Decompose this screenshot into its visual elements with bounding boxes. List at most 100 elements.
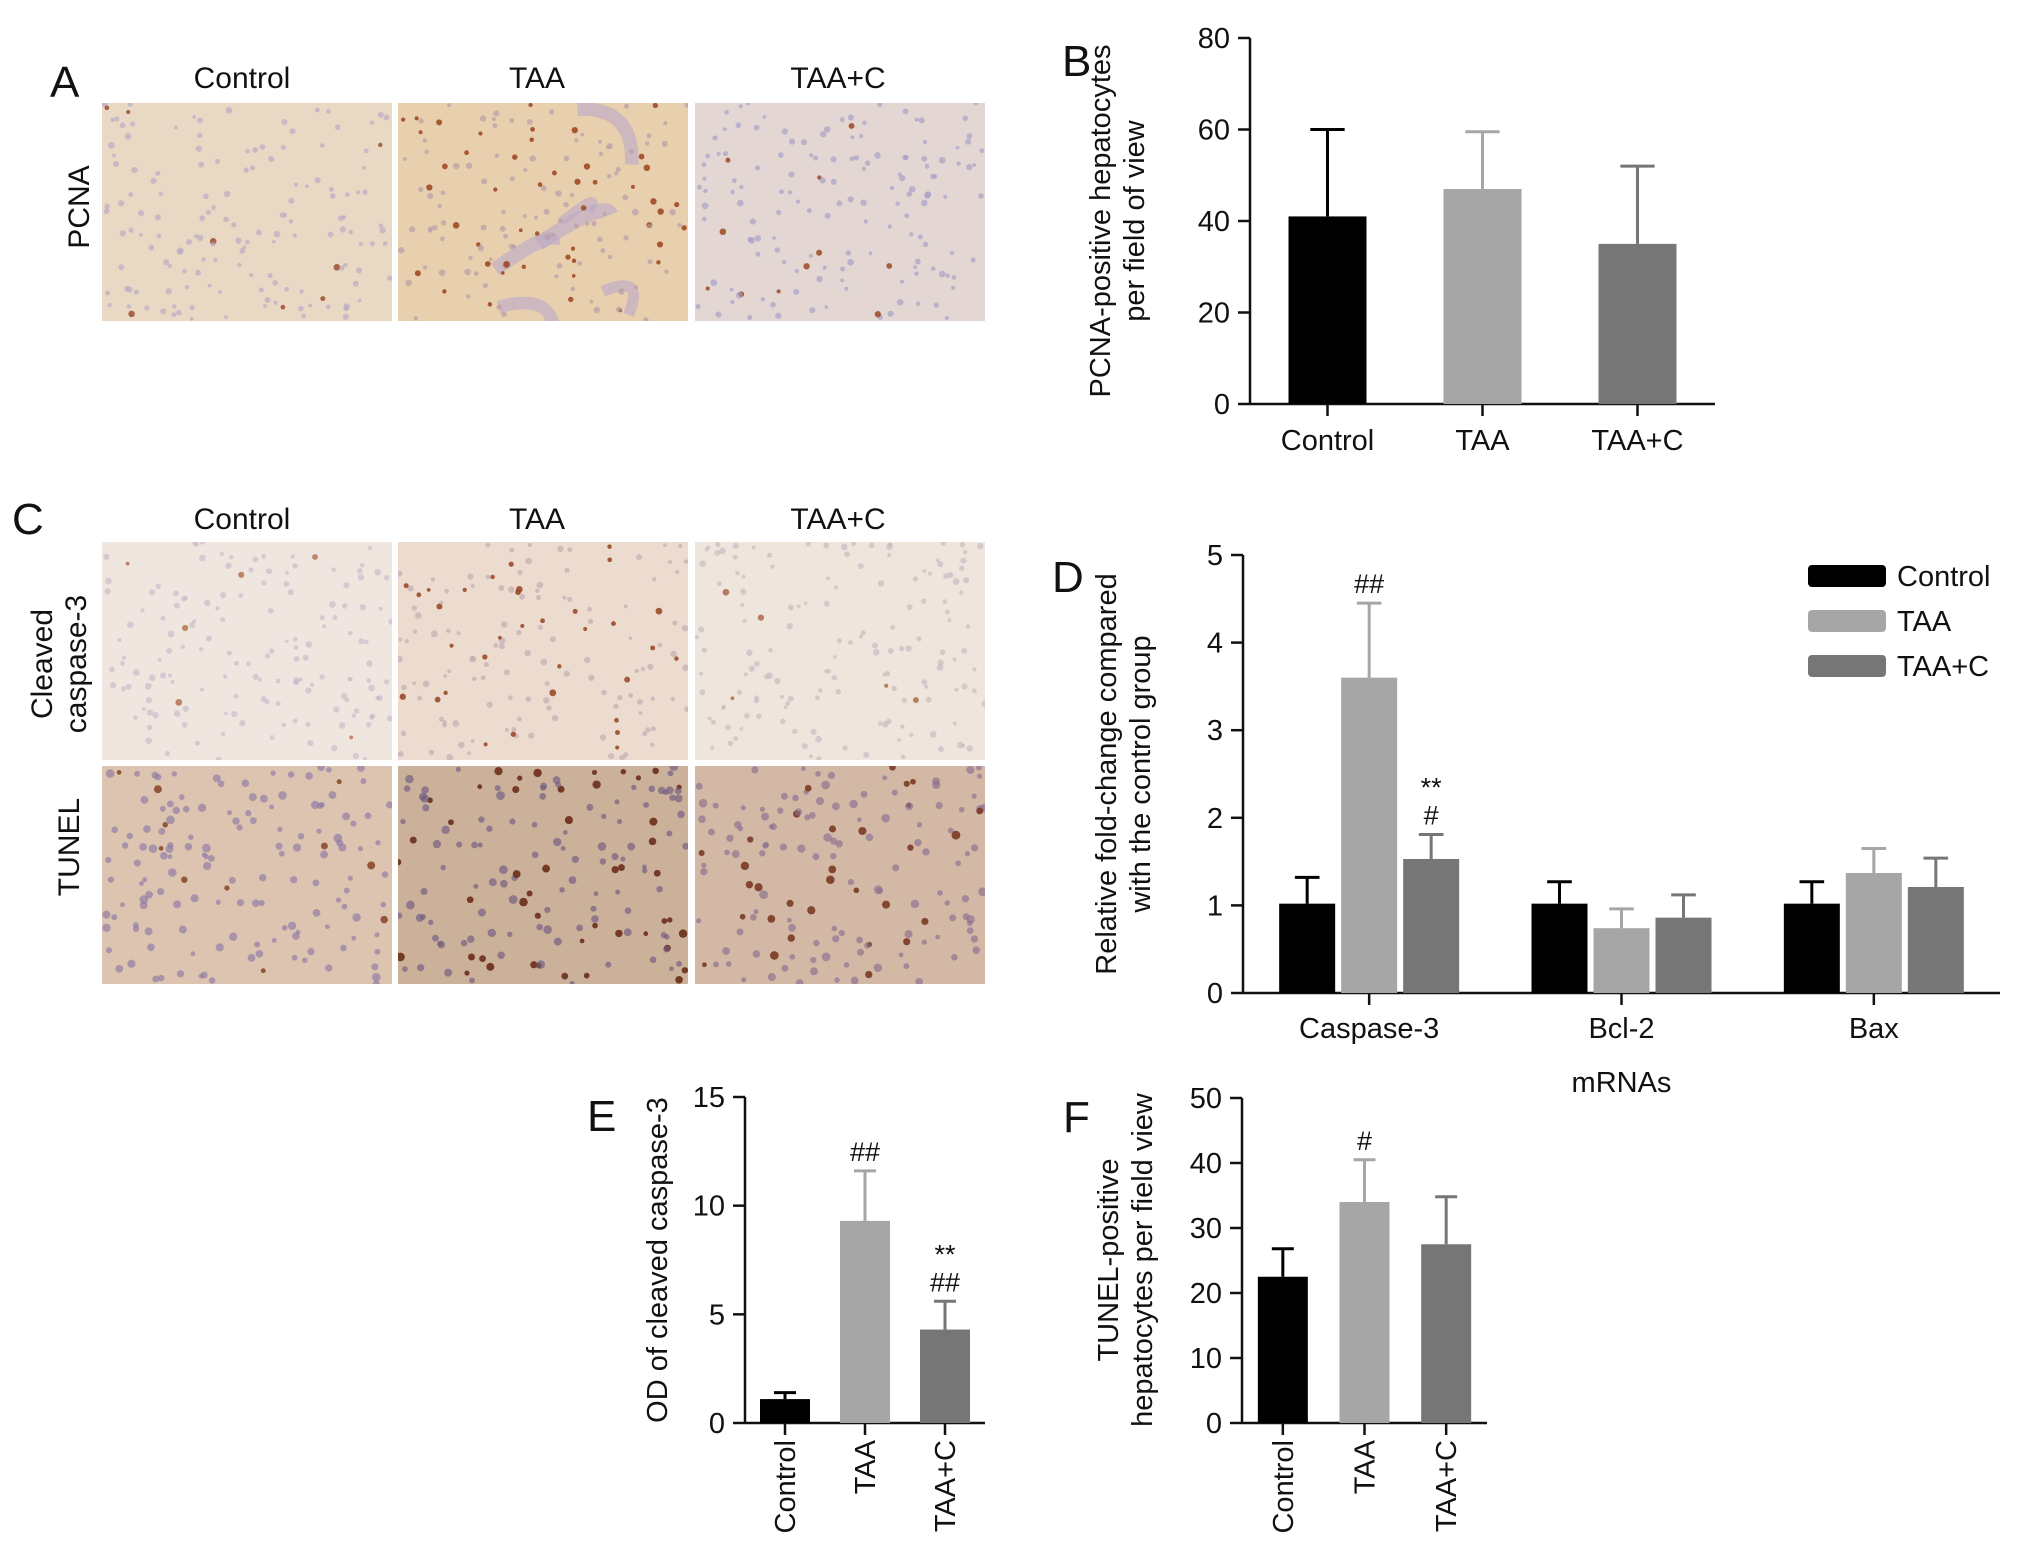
tissue-nucleus	[561, 972, 569, 980]
tissue-nucleus	[725, 157, 731, 163]
tissue-nucleus	[740, 805, 746, 811]
tissue-nucleus	[899, 279, 904, 284]
tissue-nucleus	[607, 544, 612, 549]
tissue-nucleus	[526, 890, 533, 897]
tissue-nucleus	[156, 233, 162, 239]
tissue-nucleus	[922, 569, 927, 573]
tissue-nucleus	[591, 220, 597, 227]
tissue-nucleus	[899, 646, 905, 652]
tissue-nucleus	[598, 151, 604, 157]
y-axis-label-line: PCNA-positive hepatocytes	[1085, 45, 1117, 398]
tissue-nucleus	[496, 791, 505, 800]
tissue-nucleus	[366, 660, 373, 667]
tissue-nucleus	[171, 312, 177, 318]
tissue-nucleus	[119, 230, 126, 237]
tissue-nucleus	[788, 604, 794, 611]
tissue-nucleus	[815, 771, 821, 777]
tissue-nucleus	[938, 746, 945, 753]
tissue-nucleus	[339, 265, 345, 271]
tissue-nucleus	[809, 307, 816, 314]
bar	[1339, 1202, 1390, 1423]
bar	[1655, 917, 1712, 993]
tissue-nucleus	[212, 774, 221, 783]
tissue-nucleus	[681, 967, 688, 974]
tissue-nucleus	[375, 840, 381, 846]
tissue-background	[102, 103, 392, 321]
tissue-nucleus	[215, 943, 224, 952]
tissue-nucleus	[107, 141, 115, 149]
tissue-nucleus	[840, 266, 846, 272]
tissue-nucleus	[859, 134, 864, 139]
tissue-nucleus	[815, 797, 824, 806]
tissue-nucleus	[447, 669, 452, 674]
tissue-nucleus	[542, 864, 550, 873]
tissue-nucleus	[828, 865, 837, 874]
tissue-nucleus	[344, 697, 350, 703]
tissue-nucleus	[891, 789, 898, 796]
tissue-nucleus	[933, 302, 939, 308]
legend-label: Control	[1897, 561, 1991, 593]
tissue-nucleus	[503, 233, 509, 239]
tissue-nucleus	[762, 115, 767, 119]
tissue-nucleus	[605, 961, 612, 968]
y-tick-label: 1	[1207, 890, 1223, 922]
tissue-nucleus	[305, 184, 309, 189]
tissue-nucleus	[499, 225, 506, 232]
tissue-nucleus	[785, 701, 791, 706]
panel-letter-d: D	[1052, 553, 1084, 602]
tissue-nucleus	[215, 756, 222, 760]
tissue-nucleus	[511, 244, 516, 249]
tissue-nucleus	[712, 802, 719, 809]
tissue-nucleus	[235, 237, 242, 244]
tissue-nucleus	[287, 771, 295, 778]
tissue-nucleus	[832, 655, 837, 659]
tissue-nucleus	[444, 588, 449, 594]
tissue-nucleus	[650, 742, 655, 747]
tissue-nucleus	[249, 817, 257, 825]
y-tick-label: 20	[1198, 298, 1230, 330]
tissue-nucleus	[353, 708, 360, 714]
tissue-nucleus	[343, 305, 349, 312]
tissue-nucleus	[517, 775, 523, 781]
tissue-nucleus	[849, 799, 858, 809]
bar	[760, 1399, 810, 1423]
tissue-nucleus	[592, 922, 598, 929]
tissue-nucleus	[571, 855, 579, 864]
tissue-nucleus	[157, 657, 162, 662]
tissue-nucleus	[861, 166, 867, 172]
tissue-nucleus	[173, 900, 182, 909]
tissue-nucleus	[727, 740, 734, 747]
tissue-nucleus	[615, 745, 620, 750]
tissue-nucleus	[337, 215, 344, 222]
tissue-nucleus	[234, 660, 240, 666]
tissue-nucleus	[634, 285, 639, 290]
tissue-nucleus	[261, 553, 266, 559]
tissue-nucleus	[797, 844, 806, 853]
tissue-nucleus	[724, 849, 730, 856]
tissue-nucleus	[217, 780, 225, 788]
tissue-nucleus	[491, 117, 496, 122]
tissue-nucleus	[670, 650, 677, 658]
tissue-nucleus	[178, 925, 187, 934]
tissue-nucleus	[241, 779, 250, 788]
tissue-nucleus	[740, 588, 747, 595]
tissue-nucleus	[652, 103, 659, 109]
tissue-nucleus	[424, 149, 430, 155]
tissue-nucleus	[972, 667, 977, 672]
column-label-taa-c: TAA+C	[790, 62, 886, 95]
tissue-nucleus	[751, 766, 759, 774]
tissue-nucleus	[966, 927, 974, 934]
tissue-nucleus	[248, 793, 257, 802]
tissue-nucleus	[568, 296, 574, 303]
tissue-nucleus	[166, 648, 173, 654]
tissue-nucleus	[165, 288, 172, 295]
tissue-nucleus	[741, 977, 747, 983]
tissue-nucleus	[924, 684, 929, 689]
tissue-nucleus	[557, 664, 562, 669]
tissue-nucleus	[724, 109, 729, 115]
tissue-nucleus	[858, 826, 867, 836]
tissue-nucleus	[924, 163, 930, 169]
tissue-nucleus	[914, 839, 922, 847]
tissue-nucleus	[935, 801, 943, 810]
tissue-nucleus	[377, 111, 384, 118]
